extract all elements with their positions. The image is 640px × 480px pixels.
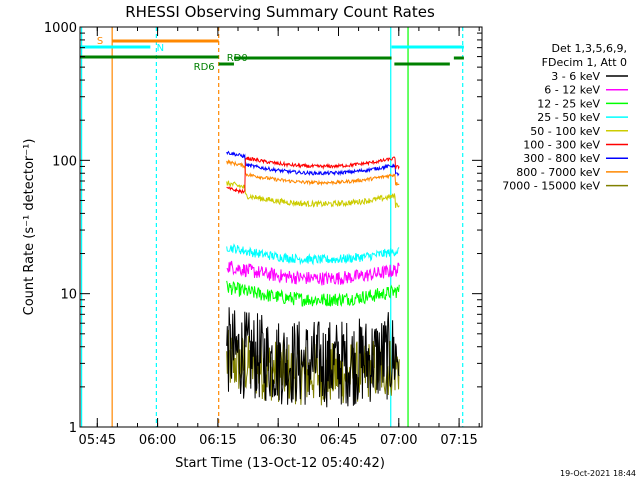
series-line <box>226 243 400 266</box>
x-axis-ticks: 05:45 06:00 06:15 06:30 06:45 07:00 07:15 <box>79 27 480 448</box>
legend-label: 7000 - 15000 keV <box>502 180 600 193</box>
legend-label: 25 - 50 keV <box>537 111 600 124</box>
y-axis-ticks: 1 10 100 1000 <box>44 21 482 436</box>
series-line <box>226 150 400 177</box>
legend-header-line-1: Det 1,3,5,6,9, <box>551 42 627 55</box>
night-label: N <box>157 43 164 54</box>
rd6-label: RD6 <box>194 62 215 73</box>
legend-label: 6 - 12 keV <box>544 84 600 97</box>
series-line <box>226 280 400 308</box>
y-axis-label: Count Rate (s⁻¹ detector⁻¹) <box>22 139 37 316</box>
series-line <box>226 156 400 195</box>
legend-label: 50 - 100 keV <box>530 125 600 138</box>
chart-title: RHESSI Observing Summary Count Rates <box>125 3 435 21</box>
y-tick-label: 100 <box>52 154 77 169</box>
series-line <box>226 307 400 408</box>
x-tick-label: 06:45 <box>320 433 357 448</box>
series-line <box>226 159 400 187</box>
x-tick-label: 06:00 <box>139 433 176 448</box>
x-tick-label: 05:45 <box>79 433 116 448</box>
y-tick-label: 1 <box>69 421 77 436</box>
series-line <box>226 180 400 208</box>
rd0-label: RD0 <box>227 53 248 64</box>
legend-label: 3 - 6 keV <box>551 70 600 83</box>
legend-label: 800 - 7000 keV <box>516 166 600 179</box>
series-line <box>226 260 400 286</box>
plot-area: S N RD0 RD6 <box>80 27 464 427</box>
y-tick-label: 1000 <box>44 21 77 36</box>
legend-label: 300 - 800 keV <box>523 152 600 165</box>
footer-timestamp: 19-Oct-2021 18:44 <box>560 469 636 478</box>
legend-header-line-2: FDecim 1, Att 0 <box>542 56 627 69</box>
x-axis-label: Start Time (13-Oct-12 05:40:42) <box>175 456 385 471</box>
x-tick-label: 07:15 <box>440 433 477 448</box>
saa-label: S <box>97 36 103 47</box>
legend-label: 12 - 25 keV <box>537 97 600 110</box>
x-tick-label: 07:00 <box>380 433 417 448</box>
x-tick-label: 06:30 <box>259 433 296 448</box>
x-tick-label: 06:15 <box>199 433 236 448</box>
y-tick-label: 10 <box>60 288 77 303</box>
plot-frame <box>79 26 483 428</box>
legend-label: 100 - 300 keV <box>523 139 600 152</box>
